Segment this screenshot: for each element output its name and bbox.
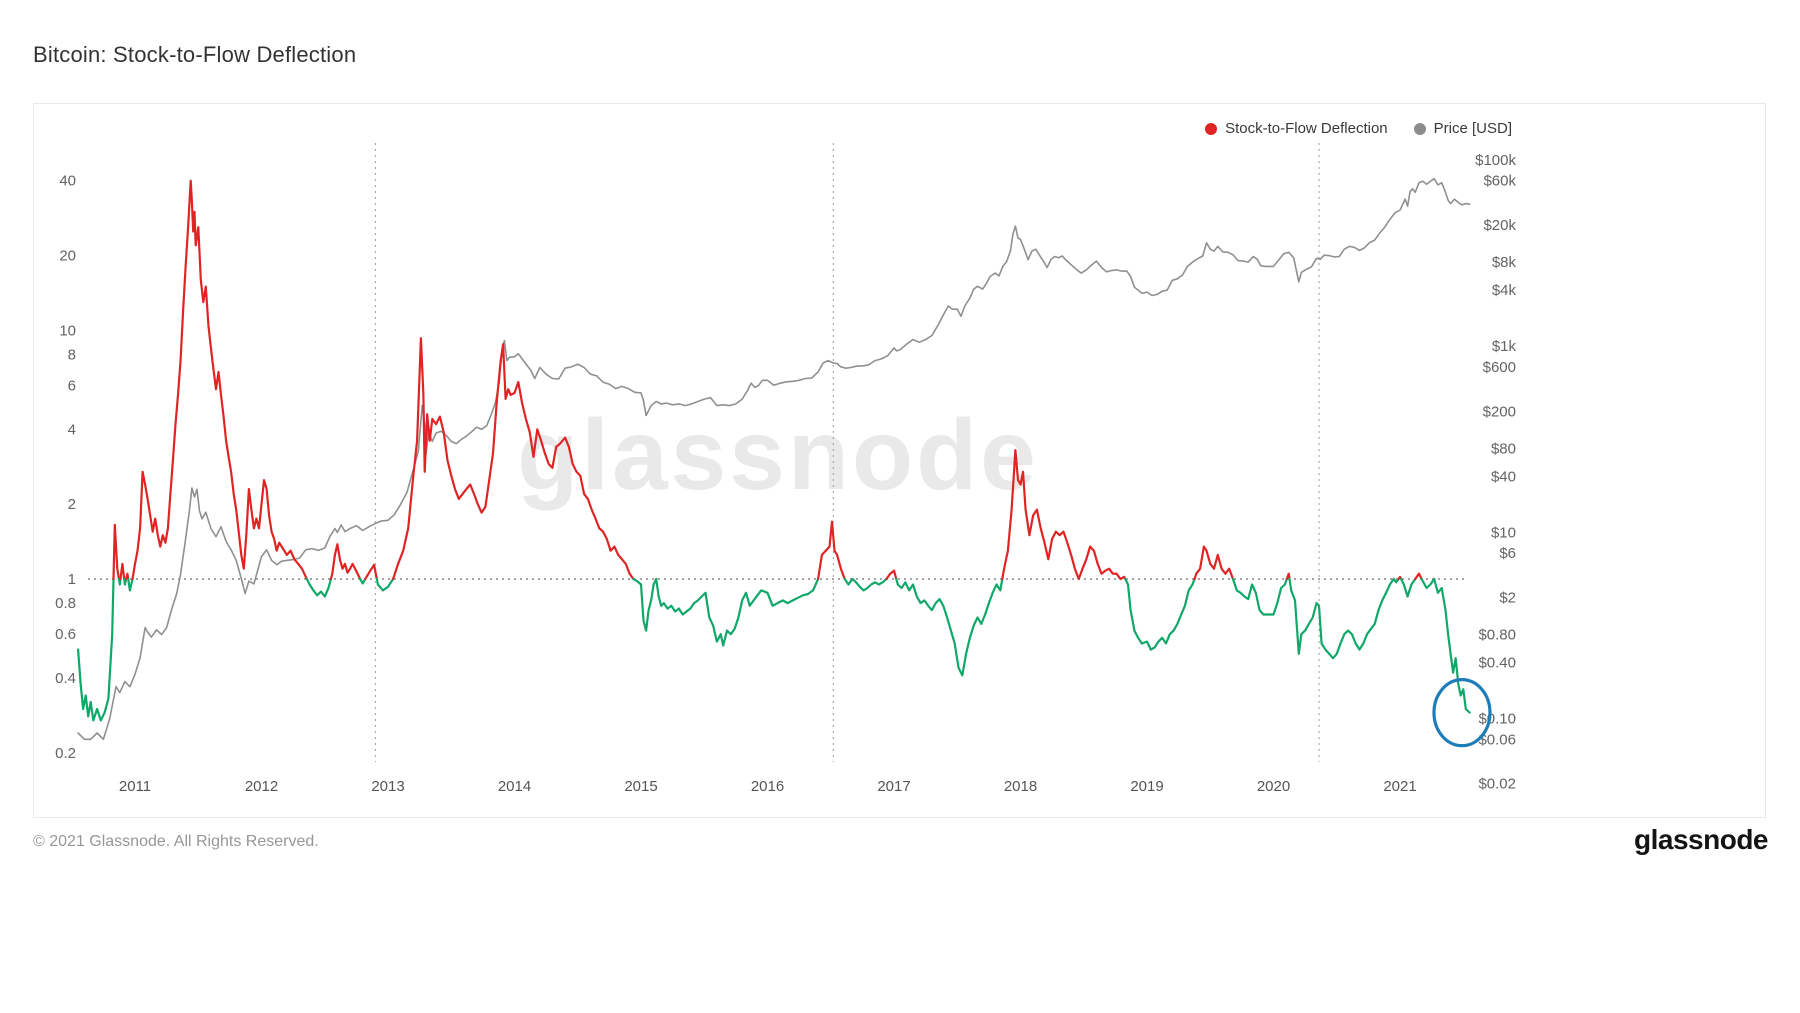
deflection-line-above-1 xyxy=(1285,572,1291,581)
deflection-line-above-1 xyxy=(392,337,635,581)
y-right-tick-label: $0.06 xyxy=(1478,731,1516,748)
y-right-tick-label: $60k xyxy=(1483,173,1516,190)
deflection-line-below-1 xyxy=(655,577,820,647)
deflection-line-below-1 xyxy=(1392,577,1400,584)
y-right-tick-label: $200 xyxy=(1483,403,1516,420)
x-axis-tick-label: 2012 xyxy=(245,778,278,795)
deflection-line-below-1 xyxy=(1400,577,1417,598)
deflection-line-above-1 xyxy=(329,543,362,581)
chart-card xyxy=(33,103,1766,818)
deflection-line-below-1 xyxy=(1288,577,1395,660)
legend-label-deflection: Stock-to-Flow Deflection xyxy=(1225,120,1388,137)
glassnode-watermark: glassnode xyxy=(517,399,1039,511)
deflection-line-below-1 xyxy=(843,577,854,586)
deflection-line-below-1 xyxy=(1124,577,1196,651)
deflection-line-below-1 xyxy=(123,577,128,586)
deflection-line-below-1 xyxy=(305,577,332,598)
y-right-tick-label: $2 xyxy=(1499,589,1516,606)
y-left-tick-label: 0.8 xyxy=(55,595,76,612)
deflection-line-below-1 xyxy=(359,577,367,585)
deflection-line-below-1 xyxy=(632,577,658,632)
annotation-circle xyxy=(1432,678,1492,748)
y-left-tick-label: 40 xyxy=(59,173,76,190)
deflection-line-below-1 xyxy=(1420,577,1436,590)
deflection-line-above-1 xyxy=(1414,572,1423,581)
x-axis-tick-label: 2013 xyxy=(371,778,404,795)
deflection-line-above-1 xyxy=(817,520,846,581)
y-right-tick-label: $100k xyxy=(1475,152,1516,169)
deflection-line-above-1 xyxy=(885,569,898,581)
y-right-tick-label: $10 xyxy=(1491,524,1516,541)
y-left-tick-label: 0.2 xyxy=(55,745,76,762)
deflection-line-above-1 xyxy=(125,572,130,581)
x-axis-tick-label: 2014 xyxy=(498,778,531,795)
y-left-tick-label: 2 xyxy=(68,496,76,513)
legend-item-price[interactable]: Price [USD] xyxy=(1413,120,1512,137)
deflection-line-below-1 xyxy=(117,577,122,586)
x-axis-tick-label: 2016 xyxy=(751,778,784,795)
chart-legend: Stock-to-Flow Deflection Price [USD] xyxy=(1205,120,1512,137)
x-axis-tick-label: 2020 xyxy=(1257,778,1290,795)
glassnode-logo[interactable]: glassnode xyxy=(1634,824,1768,855)
x-axis-tick-label: 2018 xyxy=(1004,778,1037,795)
y-left-tick-label: 0.6 xyxy=(55,626,76,643)
y-left-tick-label: 1 xyxy=(68,571,76,588)
price-line xyxy=(77,177,1471,741)
legend-dot-price-icon xyxy=(1413,122,1426,135)
y-right-tick-label: $1k xyxy=(1492,338,1517,355)
deflection-line-above-1 xyxy=(1193,545,1235,581)
deflection-line-below-1 xyxy=(77,577,115,722)
y-right-tick-label: $4k xyxy=(1492,282,1517,299)
y-right-tick-label: $600 xyxy=(1483,359,1516,376)
deflection-line-below-1 xyxy=(895,577,1004,677)
x-axis-tick-label: 2017 xyxy=(877,778,910,795)
deflection-line-below-1 xyxy=(851,577,888,592)
y-left-tick-label: 4 xyxy=(68,421,76,438)
y-right-tick-label: $20k xyxy=(1483,217,1516,234)
deflection-line-below-1 xyxy=(375,577,395,592)
legend-item-deflection[interactable]: Stock-to-Flow Deflection xyxy=(1205,120,1388,137)
y-right-tick-label: $6 xyxy=(1499,545,1516,562)
y-right-tick-label: $80 xyxy=(1491,440,1516,457)
y-right-tick-label: $0.40 xyxy=(1478,655,1516,672)
deflection-line-below-1 xyxy=(127,577,134,592)
deflection-line-above-1 xyxy=(112,523,120,581)
y-left-tick-label: 20 xyxy=(59,248,76,265)
y-left-tick-label: 8 xyxy=(68,346,76,363)
x-axis-tick-label: 2015 xyxy=(624,778,657,795)
x-axis-tick-label: 2021 xyxy=(1383,778,1416,795)
deflection-line-below-1 xyxy=(1433,577,1471,714)
legend-label-price: Price [USD] xyxy=(1433,120,1512,137)
deflection-line-above-1 xyxy=(364,563,378,581)
y-left-tick-label: 10 xyxy=(59,322,76,339)
deflection-line-above-1 xyxy=(119,562,126,581)
y-right-tick-label: $8k xyxy=(1492,254,1517,271)
y-right-tick-label: $0.80 xyxy=(1478,627,1516,644)
x-axis-tick-label: 2011 xyxy=(119,778,151,795)
y-left-tick-label: 0.4 xyxy=(55,670,76,687)
footer-copyright: © 2021 Glassnode. All Rights Reserved. xyxy=(33,833,319,850)
y-right-tick-label: $0.10 xyxy=(1478,711,1516,728)
deflection-line-above-1 xyxy=(1001,449,1127,581)
y-right-tick-label: $0.02 xyxy=(1478,776,1516,793)
x-axis-tick-label: 2019 xyxy=(1130,778,1163,795)
deflection-line-below-1 xyxy=(1231,577,1288,616)
y-right-tick-label: $40 xyxy=(1491,468,1516,485)
y-left-tick-label: 6 xyxy=(68,378,76,395)
legend-dot-deflection-icon xyxy=(1205,122,1218,135)
deflection-line-above-1 xyxy=(131,179,308,581)
page-title: Bitcoin: Stock-to-Flow Deflection xyxy=(33,42,357,67)
